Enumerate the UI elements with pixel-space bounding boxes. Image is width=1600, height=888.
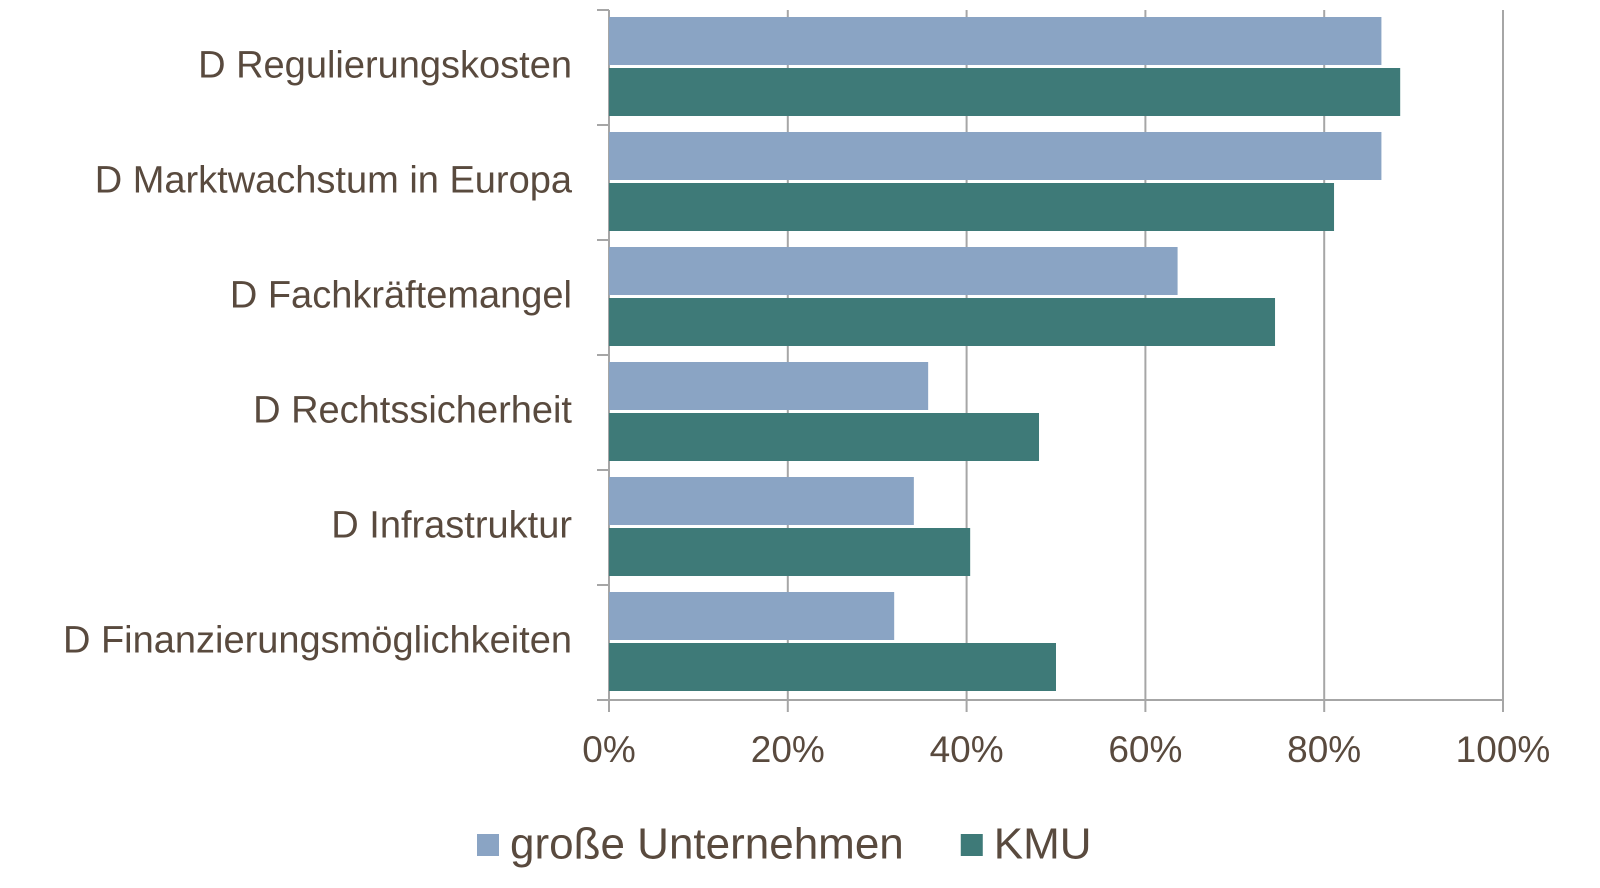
x-tick-label: 0%	[582, 729, 635, 770]
bar	[609, 132, 1382, 180]
x-tick-label: 80%	[1287, 729, 1361, 770]
x-tick-label: 20%	[751, 729, 825, 770]
y-tick-label: D Infrastruktur	[331, 505, 572, 547]
legend-swatch	[477, 834, 499, 856]
y-tick-label: D Rechtssicherheit	[253, 390, 572, 432]
bar	[609, 247, 1178, 295]
x-tick-label: 100%	[1456, 729, 1551, 770]
legend-label: KMU	[994, 820, 1092, 869]
bar	[609, 528, 971, 576]
bar	[609, 68, 1401, 116]
y-tick-label: D Fachkräftemangel	[230, 275, 572, 317]
bar	[609, 643, 1056, 691]
bar	[609, 362, 929, 410]
y-tick-label: D Marktwachstum in Europa	[95, 160, 573, 202]
bar	[609, 477, 914, 525]
bar	[609, 17, 1382, 65]
x-tick-label: 40%	[930, 729, 1004, 770]
bar	[609, 592, 895, 640]
y-tick-label: D Finanzierungsmöglichkeiten	[63, 620, 572, 662]
legend-swatch	[960, 834, 983, 856]
bar	[609, 298, 1276, 346]
x-tick-label: 60%	[1108, 729, 1182, 770]
bar	[609, 183, 1335, 231]
y-tick-label: D Regulierungskosten	[198, 45, 572, 87]
legend-label: große Unternehmen	[510, 820, 904, 869]
bar	[609, 413, 1040, 461]
